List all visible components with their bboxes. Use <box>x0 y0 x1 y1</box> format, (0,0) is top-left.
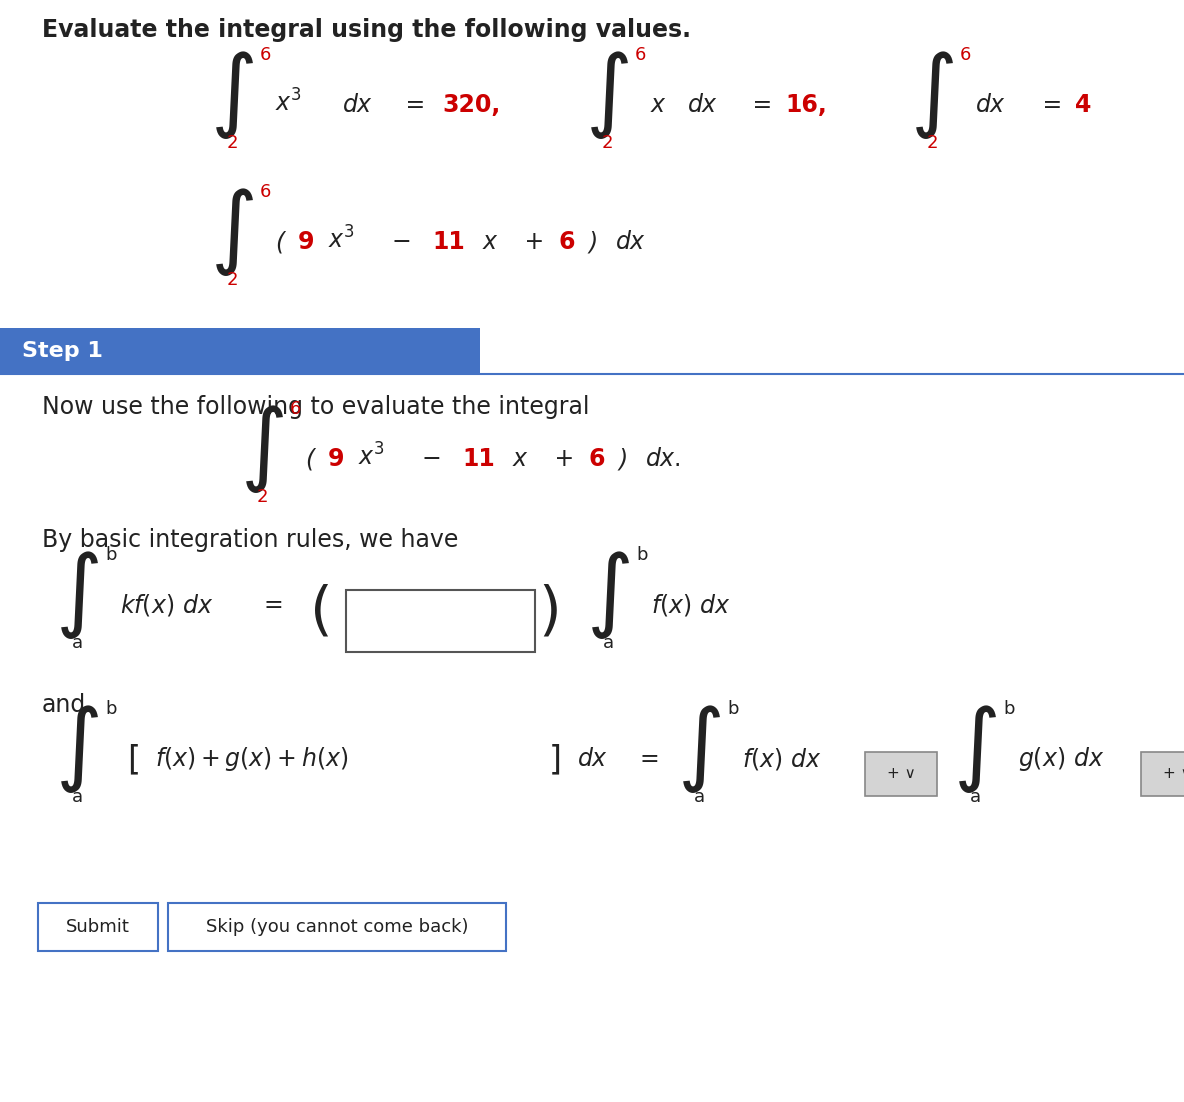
Text: $dx$: $dx$ <box>687 93 719 117</box>
Text: $x$: $x$ <box>650 93 667 117</box>
Text: 2: 2 <box>257 488 269 506</box>
Text: $x$: $x$ <box>511 447 529 471</box>
Text: $x^3$: $x^3$ <box>358 444 385 471</box>
Text: $g(x)\ dx$: $g(x)\ dx$ <box>1018 745 1105 773</box>
Text: $dx$: $dx$ <box>974 93 1006 117</box>
Text: b: b <box>1003 700 1015 719</box>
Text: (: ( <box>305 447 314 471</box>
Text: 6: 6 <box>290 400 302 418</box>
Text: a: a <box>970 788 982 806</box>
Text: 4: 4 <box>1075 93 1092 117</box>
Text: $f(x)\ dx$: $f(x)\ dx$ <box>651 592 731 617</box>
Text: b: b <box>105 545 116 564</box>
Text: ): ) <box>538 583 561 640</box>
Text: 6: 6 <box>635 46 646 64</box>
Text: ): ) <box>618 447 628 471</box>
Text: b: b <box>636 545 648 564</box>
Text: ): ) <box>588 230 597 253</box>
Text: 11: 11 <box>432 230 465 253</box>
Text: 16,: 16, <box>785 93 826 117</box>
Text: =: = <box>639 747 658 771</box>
Text: Submit: Submit <box>66 918 130 936</box>
Text: 6: 6 <box>588 447 605 471</box>
Text: =: = <box>398 93 432 117</box>
Text: $f(x)\ dx$: $f(x)\ dx$ <box>742 745 822 771</box>
Text: $dx$: $dx$ <box>614 230 646 253</box>
Text: $\int$: $\int$ <box>240 403 284 495</box>
Text: 2: 2 <box>927 134 939 152</box>
Text: $f(x) + g(x) + h(x)$: $f(x) + g(x) + h(x)$ <box>155 745 348 773</box>
Text: 6: 6 <box>260 46 271 64</box>
Text: $\int$: $\int$ <box>210 48 253 141</box>
Text: 2: 2 <box>227 271 238 289</box>
Text: (: ( <box>275 230 284 253</box>
Text: [: [ <box>127 743 140 776</box>
Text: $dx.$: $dx.$ <box>645 447 681 471</box>
Text: $\int$: $\int$ <box>953 703 997 795</box>
Text: 9: 9 <box>298 230 315 253</box>
Text: + ∨: + ∨ <box>1163 767 1184 781</box>
Text: 320,: 320, <box>442 93 501 117</box>
Text: a: a <box>72 634 83 652</box>
Text: $dx$: $dx$ <box>577 747 609 771</box>
FancyBboxPatch shape <box>866 752 937 796</box>
Text: $dx$: $dx$ <box>342 93 373 117</box>
FancyBboxPatch shape <box>1141 752 1184 796</box>
Text: 6: 6 <box>558 230 574 253</box>
Text: $\int$: $\int$ <box>54 549 99 641</box>
Text: $\int$: $\int$ <box>585 48 629 141</box>
Text: $x^3$: $x^3$ <box>275 89 302 117</box>
Text: Step 1: Step 1 <box>22 341 103 361</box>
Text: a: a <box>603 634 614 652</box>
Text: −: − <box>392 230 412 253</box>
Text: +: + <box>547 447 581 471</box>
Text: $x$: $x$ <box>482 230 498 253</box>
Text: +: + <box>517 230 552 253</box>
Text: $\int$: $\int$ <box>54 703 99 795</box>
Text: (: ( <box>310 583 333 640</box>
Text: 2: 2 <box>601 134 613 152</box>
Text: −: − <box>422 447 442 471</box>
Text: ]: ] <box>549 743 562 776</box>
Text: $\int$: $\int$ <box>210 186 253 278</box>
FancyBboxPatch shape <box>38 903 157 951</box>
Text: $kf(x)\ dx$: $kf(x)\ dx$ <box>120 592 213 617</box>
Text: =: = <box>745 93 780 117</box>
FancyBboxPatch shape <box>168 903 506 951</box>
Text: =: = <box>263 593 283 617</box>
Text: 11: 11 <box>462 447 495 471</box>
Text: b: b <box>105 700 116 719</box>
FancyBboxPatch shape <box>0 328 480 374</box>
FancyBboxPatch shape <box>346 590 535 652</box>
Text: a: a <box>694 788 706 806</box>
Text: 6: 6 <box>260 183 271 201</box>
Text: a: a <box>72 788 83 806</box>
Text: 2: 2 <box>227 134 238 152</box>
Text: Skip (you cannot come back): Skip (you cannot come back) <box>206 918 468 936</box>
Text: 6: 6 <box>960 46 971 64</box>
Text: $\int$: $\int$ <box>677 703 721 795</box>
Text: By basic integration rules, we have: By basic integration rules, we have <box>41 528 458 552</box>
Text: b: b <box>727 700 739 719</box>
Text: $x^3$: $x^3$ <box>328 227 355 253</box>
Text: Now use the following to evaluate the integral: Now use the following to evaluate the in… <box>41 395 590 419</box>
Text: =: = <box>1035 93 1070 117</box>
Text: and: and <box>41 693 86 717</box>
Text: Evaluate the integral using the following values.: Evaluate the integral using the followin… <box>41 18 691 42</box>
Text: 9: 9 <box>328 447 345 471</box>
Text: $\int$: $\int$ <box>586 549 630 641</box>
Text: $\int$: $\int$ <box>910 48 954 141</box>
Text: + ∨: + ∨ <box>887 767 915 781</box>
